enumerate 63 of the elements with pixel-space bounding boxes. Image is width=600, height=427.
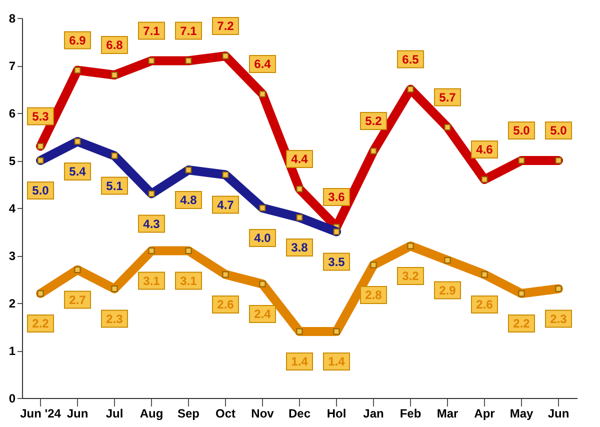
data-label: 4.0 — [254, 231, 272, 245]
y-tick-label: 0 — [8, 392, 16, 406]
y-tick-label: 6 — [8, 106, 16, 120]
x-tick-label: Feb — [400, 406, 422, 420]
data-label: 5.0 — [550, 124, 568, 138]
y-tick-label: 3 — [8, 249, 16, 263]
data-label: 3.1 — [143, 274, 160, 288]
data-label: 5.2 — [365, 114, 382, 128]
data-label: 4.7 — [217, 198, 234, 212]
data-label: 4.3 — [143, 216, 160, 231]
data-label: 7.1 — [143, 24, 160, 38]
y-tick-label: 7 — [8, 59, 16, 73]
data-label: 4.8 — [180, 193, 198, 207]
data-label: 3.1 — [180, 274, 198, 288]
data-label: 5.7 — [439, 90, 456, 104]
x-tick-label: Jun '24 — [20, 406, 62, 420]
data-label: 2.3 — [106, 312, 124, 326]
data-label: 6.8 — [106, 38, 124, 52]
data-label: 2.7 — [69, 292, 86, 307]
x-tick-label: Jan — [363, 406, 384, 420]
x-tick-label: Mar — [436, 406, 458, 420]
x-tick-label: Apr — [474, 406, 496, 420]
data-label: 2.3 — [550, 312, 568, 326]
data-label: 3.5 — [328, 254, 346, 269]
data-label: 7.2 — [217, 19, 234, 33]
y-tick-label: 1 — [8, 344, 16, 358]
x-tick-label: Jun — [66, 406, 88, 420]
x-tick-label: Dec — [288, 406, 311, 420]
data-label: 5.4 — [69, 164, 86, 178]
x-tick-label: Jul — [106, 406, 124, 420]
data-label: 3.2 — [402, 269, 420, 283]
y-tick-label: 2 — [8, 296, 16, 310]
y-tick-label: 4 — [8, 202, 16, 216]
x-tick-label: Hol — [326, 406, 346, 420]
data-label: 5.0 — [32, 184, 50, 198]
data-label: 1.4 — [291, 354, 308, 368]
x-tick-label: May — [510, 406, 534, 420]
data-label: 5.1 — [106, 178, 124, 193]
data-label: 2.9 — [439, 283, 456, 298]
x-tick-label: Jun — [548, 406, 570, 420]
data-label: 1.4 — [328, 354, 346, 368]
data-label: 6.4 — [254, 57, 272, 71]
data-label: 2.4 — [254, 307, 272, 321]
data-label: 2.8 — [365, 288, 382, 302]
data-label: 5.3 — [32, 109, 50, 124]
y-tick-label: 5 — [8, 154, 16, 168]
data-label: 5.0 — [513, 124, 530, 138]
data-label: 4.4 — [291, 152, 308, 166]
data-label: 2.2 — [513, 316, 530, 330]
x-tick-label: Sep — [177, 406, 200, 420]
y-tick-label: 8 — [8, 12, 16, 26]
x-tick-label: Nov — [251, 406, 274, 420]
data-label: 2.2 — [32, 316, 50, 330]
data-label: 6.9 — [69, 33, 86, 48]
x-tick-label: Oct — [215, 406, 236, 420]
data-label: 3.8 — [291, 240, 308, 254]
data-label: 6.5 — [402, 52, 420, 66]
data-label: 2.6 — [476, 298, 494, 312]
data-label: 7.1 — [180, 24, 198, 38]
data-label: 4.6 — [476, 142, 494, 156]
x-tick-label: Aug — [140, 406, 164, 420]
data-label: 3.6 — [328, 190, 346, 204]
data-label: 2.6 — [217, 298, 234, 312]
